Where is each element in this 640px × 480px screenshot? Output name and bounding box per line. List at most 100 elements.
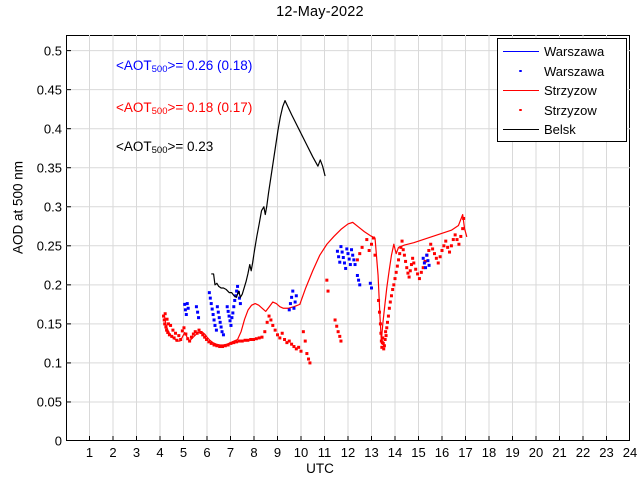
series-point bbox=[195, 331, 199, 335]
series-point bbox=[214, 328, 218, 332]
series-point bbox=[218, 345, 222, 349]
legend-item-strzyzow-dot[interactable]: Strzyzow bbox=[498, 101, 626, 121]
series-point bbox=[164, 325, 168, 329]
series-point bbox=[350, 248, 354, 252]
series-point bbox=[416, 272, 420, 276]
legend-item-warszawa-dot[interactable]: Warszawa bbox=[498, 62, 626, 82]
series-point bbox=[436, 261, 440, 265]
x-tick-label: 23 bbox=[599, 445, 614, 460]
series-point bbox=[231, 311, 235, 315]
series-point bbox=[283, 338, 287, 341]
legend-label: Strzyzow bbox=[544, 83, 597, 98]
series-point bbox=[183, 308, 187, 312]
series-point bbox=[341, 256, 345, 260]
series-point bbox=[394, 270, 398, 274]
series-point bbox=[280, 331, 284, 335]
x-tick-label: 11 bbox=[317, 445, 332, 460]
series-point bbox=[201, 333, 205, 337]
legend-symbol-dot bbox=[498, 101, 544, 121]
series-point bbox=[400, 239, 404, 243]
series-point bbox=[423, 259, 427, 263]
y-tick-label: 0.15 bbox=[36, 316, 62, 332]
series-point bbox=[162, 314, 166, 318]
annotation-prefix: <AOT bbox=[116, 100, 152, 115]
series-point bbox=[353, 263, 357, 267]
series-point bbox=[395, 264, 399, 268]
x-tick-label: 3 bbox=[132, 445, 141, 460]
series-point bbox=[290, 342, 294, 346]
legend-symbol-dot bbox=[498, 62, 544, 82]
series-point bbox=[215, 344, 219, 348]
series-point bbox=[235, 340, 239, 344]
y-axis-ticks: 0 0.05 0.1 0.15 0.2 0.25 0.3 0.35 0.4 0.45 0.5 bbox=[0, 35, 62, 448]
series-point bbox=[294, 347, 298, 351]
series-point bbox=[225, 305, 229, 309]
series-point bbox=[235, 289, 239, 293]
legend-line-swatch bbox=[503, 129, 539, 130]
series-point bbox=[252, 338, 256, 341]
x-tick-label: 16 bbox=[434, 445, 450, 460]
x-tick-label: 17 bbox=[458, 445, 473, 460]
series-point bbox=[392, 283, 396, 287]
series-point bbox=[165, 317, 169, 321]
tick-marks bbox=[66, 50, 630, 441]
series-point bbox=[370, 242, 373, 246]
y-tick-label: 0.3 bbox=[43, 199, 62, 215]
series-point bbox=[385, 326, 389, 330]
series-point bbox=[344, 266, 348, 270]
series-point bbox=[257, 336, 261, 340]
series-point bbox=[358, 252, 362, 256]
series-point bbox=[307, 357, 311, 361]
series-point bbox=[426, 259, 430, 263]
series-point bbox=[371, 236, 375, 240]
series-point bbox=[218, 320, 222, 324]
series-point bbox=[223, 344, 227, 348]
series-point bbox=[183, 302, 187, 306]
series-point bbox=[385, 320, 389, 324]
series-point bbox=[260, 335, 264, 339]
series-point bbox=[199, 330, 203, 334]
series-point bbox=[269, 318, 273, 322]
series-point bbox=[449, 244, 453, 248]
series-point bbox=[411, 256, 415, 260]
series-point bbox=[215, 305, 219, 309]
series-belsk-line bbox=[211, 99, 326, 298]
series-point bbox=[238, 302, 242, 306]
series-point bbox=[292, 306, 296, 310]
series-point bbox=[203, 335, 207, 339]
series-point bbox=[212, 318, 216, 322]
legend-item-belsk-line[interactable]: Belsk bbox=[498, 120, 626, 140]
series-point bbox=[230, 316, 234, 320]
series-point bbox=[197, 316, 201, 320]
series-point bbox=[193, 330, 197, 334]
annotation-warszawa: <AOT500>= 0.26 (0.18) bbox=[116, 58, 252, 75]
series-point bbox=[226, 309, 230, 313]
series-point bbox=[401, 248, 405, 252]
chart-legend[interactable]: Warszawa Warszawa Strzyzow Strzyzow Belsk bbox=[497, 38, 627, 142]
series-point bbox=[461, 227, 465, 231]
series-point bbox=[209, 302, 213, 306]
series-point bbox=[365, 238, 369, 242]
legend-item-strzyzow-line[interactable]: Strzyzow bbox=[498, 81, 626, 101]
legend-label: Warszawa bbox=[544, 63, 605, 79]
x-tick-label: 6 bbox=[203, 445, 211, 460]
x-tick-label: 9 bbox=[273, 445, 282, 460]
series-point bbox=[169, 323, 173, 327]
x-axis-ticks: 1 2 3 4 5 6 7 8 9 10 11 12 13 14 15 16 17 18 19 20 21 22 23 24 bbox=[0, 445, 640, 465]
series-point bbox=[425, 253, 429, 257]
series-point bbox=[393, 277, 397, 281]
series-point bbox=[212, 343, 216, 347]
series-point bbox=[285, 341, 289, 345]
series-point bbox=[227, 314, 231, 318]
series-point bbox=[379, 331, 383, 335]
series-point bbox=[355, 258, 359, 262]
series-point bbox=[405, 266, 409, 270]
series-point bbox=[333, 318, 337, 322]
y-tick-label: 0.25 bbox=[36, 238, 62, 254]
series-point bbox=[382, 347, 386, 351]
series-point bbox=[414, 267, 418, 271]
series-point bbox=[163, 312, 167, 316]
legend-item-warszawa-line[interactable]: Warszawa bbox=[498, 42, 626, 62]
series-point bbox=[287, 308, 291, 312]
series-point bbox=[220, 330, 224, 334]
